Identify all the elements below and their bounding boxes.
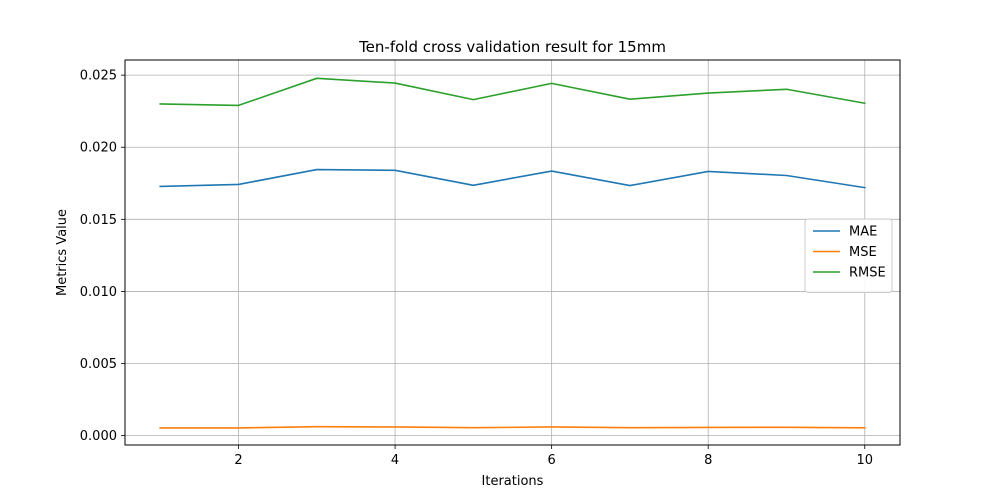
y-tick-label: 0.000 xyxy=(80,429,117,444)
series-line-mae xyxy=(159,168,866,189)
grid xyxy=(125,60,900,445)
legend-label: RMSE xyxy=(849,266,886,281)
plot-frame xyxy=(124,59,901,446)
y-tick-label: 0.020 xyxy=(80,141,117,156)
x-tick-label: 2 xyxy=(234,453,242,468)
y-tick-label: 0.025 xyxy=(80,69,117,84)
y-axis-label: Metrics Value xyxy=(55,209,70,296)
legend-box xyxy=(804,218,893,293)
y-tick-label: 0.015 xyxy=(80,213,117,228)
series-lines xyxy=(159,77,866,429)
legend-label: MAE xyxy=(849,225,877,240)
legend: MAE MSE RMSE xyxy=(804,218,893,293)
x-tick-label: 8 xyxy=(704,453,712,468)
x-tick-label: 4 xyxy=(391,453,399,468)
series-line-mse xyxy=(159,425,866,429)
axis-ticks: 2 4 6 8 10 0.000 0.005 0.010 0.015 0.020 0.025 xyxy=(80,69,873,468)
y-tick-label: 0.010 xyxy=(80,285,117,300)
chart-title: Ten-fold cross validation result for 15m… xyxy=(358,38,666,56)
legend-label: MSE xyxy=(849,245,877,260)
x-tick-label: 10 xyxy=(856,453,873,468)
x-axis-label: Iterations xyxy=(482,474,544,489)
y-tick-label: 0.005 xyxy=(80,357,117,372)
x-tick-label: 6 xyxy=(548,453,556,468)
series-line-rmse xyxy=(159,77,866,107)
